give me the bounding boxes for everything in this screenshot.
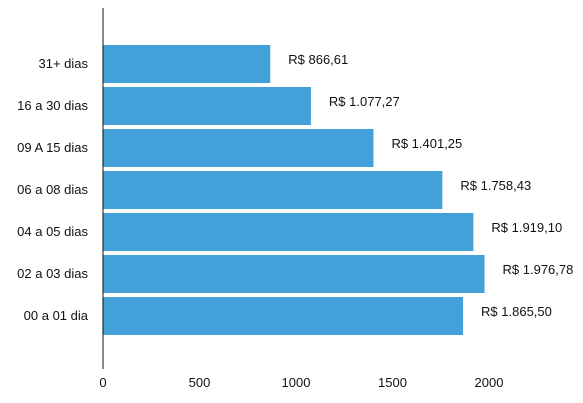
x-axis-ticks-group: 0 500 1000 1500 2000 <box>99 375 503 390</box>
bar <box>103 297 464 335</box>
bar <box>103 213 474 251</box>
x-tick-label: 1500 <box>378 375 407 390</box>
x-tick-label: 0 <box>99 375 106 390</box>
bar <box>103 45 271 83</box>
category-label: 31+ dias <box>38 56 88 71</box>
data-label: R$ 1.865,50 <box>481 304 552 319</box>
data-label: R$ 1.758,43 <box>460 178 531 193</box>
category-label: 16 a 30 dias <box>17 98 88 113</box>
x-tick-label: 1000 <box>282 375 311 390</box>
x-tick-label: 500 <box>189 375 211 390</box>
bar <box>103 87 311 125</box>
bars-group <box>103 45 485 335</box>
bar <box>103 255 485 293</box>
data-labels-group: R$ 866,61 R$ 1.077,27 R$ 1.401,25 R$ 1.758,… <box>288 52 573 319</box>
data-label: R$ 1.077,27 <box>329 94 400 109</box>
category-label: 02 a 03 dias <box>17 266 88 281</box>
category-label: 04 a 05 dias <box>17 224 88 239</box>
x-tick-label: 2000 <box>475 375 504 390</box>
data-label: R$ 1.401,25 <box>391 136 462 151</box>
data-label: R$ 1.976,78 <box>503 262 574 277</box>
bar <box>103 171 443 209</box>
data-label: R$ 1.919,10 <box>491 220 562 235</box>
category-label: 06 a 08 dias <box>17 182 88 197</box>
category-labels-group: 31+ dias 16 a 30 dias 09 A 15 dias 06 a 08 … <box>17 56 89 323</box>
category-label: 09 A 15 dias <box>17 140 88 155</box>
bar <box>103 129 374 167</box>
data-label: R$ 866,61 <box>288 52 348 67</box>
category-label: 00 a 01 dia <box>24 308 89 323</box>
